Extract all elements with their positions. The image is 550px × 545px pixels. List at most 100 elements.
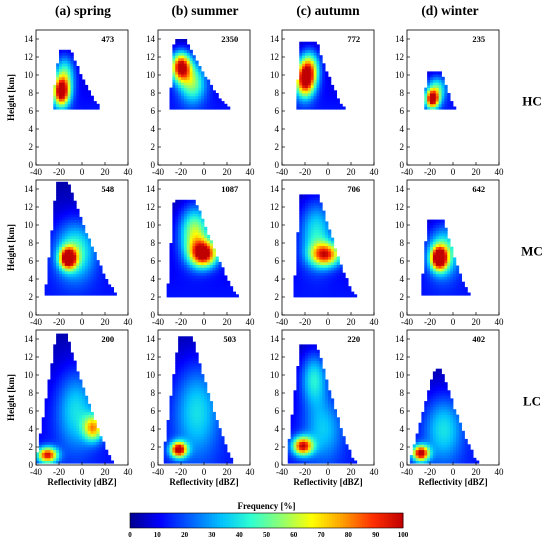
heatmap-cell [195, 433, 199, 437]
heatmap-cell [438, 87, 442, 91]
heatmap-cell [47, 398, 51, 402]
heatmap-cell [201, 98, 205, 102]
heatmap-cell [322, 449, 326, 453]
heatmap-cell [424, 265, 428, 269]
heatmap-cell [64, 219, 69, 223]
heatmap-cell [67, 106, 71, 110]
heatmap-cell [305, 68, 309, 72]
heatmap-cell [336, 291, 340, 295]
heatmap-cell [313, 438, 317, 442]
heatmap-cell [84, 455, 89, 459]
heatmap-cell [183, 259, 188, 263]
heatmap-cell [438, 82, 442, 86]
column-title: (d) winter [421, 3, 478, 18]
heatmap-cell [102, 444, 106, 448]
heatmap-cell [181, 79, 185, 83]
heatmap-cell [70, 406, 74, 410]
heatmap-cell [61, 395, 66, 399]
heatmap-cell [183, 294, 188, 298]
heatmap-cell [322, 294, 326, 298]
heatmap-cell [302, 194, 306, 198]
heatmap-cell [50, 238, 54, 242]
heatmap-cell [296, 106, 300, 110]
heatmap-cell [56, 187, 60, 191]
heatmap-cell [186, 103, 191, 107]
heatmap-cell [189, 422, 193, 426]
heatmap-cell [56, 249, 60, 253]
heatmap-cell [209, 401, 214, 405]
heatmap-cell [102, 276, 106, 280]
heatmap-cell [435, 249, 440, 253]
y-tick-label: 12 [24, 202, 33, 212]
heatmap-cell [302, 202, 306, 206]
heatmap-cell [93, 425, 97, 429]
heatmap-cell [293, 409, 297, 413]
heatmap-cell [59, 349, 63, 353]
heatmap-cell [73, 449, 77, 453]
heatmap-cell [56, 252, 60, 256]
heatmap-cell [316, 452, 320, 456]
heatmap-cell [441, 246, 445, 250]
heatmap-cell [47, 279, 51, 283]
heatmap-cell [305, 280, 309, 284]
heatmap-cell [310, 49, 315, 53]
heatmap-cell [70, 357, 74, 361]
heatmap-cell [41, 422, 46, 426]
heatmap-cell [438, 101, 442, 105]
heatmap-cell [206, 251, 211, 255]
heatmap-cell [313, 430, 317, 434]
heatmap-cell [181, 341, 185, 345]
heatmap-cell [313, 218, 317, 222]
heatmap-cell [178, 218, 182, 222]
heatmap-cell [455, 265, 460, 269]
y-tick-label: 2 [275, 142, 280, 152]
heatmap-cell [70, 243, 74, 247]
heatmap-cell [319, 286, 323, 290]
heatmap-cell [82, 438, 86, 442]
heatmap-cell [178, 366, 182, 370]
heatmap-cell [221, 286, 225, 290]
heatmap-cell [56, 208, 60, 212]
heatmap-cell [201, 248, 205, 252]
heatmap-cell [82, 422, 86, 426]
heatmap-cell [313, 384, 317, 388]
heatmap-cell [82, 292, 86, 296]
heatmap-cell [93, 460, 97, 464]
heatmap-cell [76, 103, 80, 107]
heatmap-cell [296, 251, 300, 255]
heatmap-cell [299, 253, 303, 257]
heatmap-cell [61, 216, 66, 220]
heatmap-cell [82, 411, 86, 415]
heatmap-cell [189, 103, 193, 107]
x-tick-label: -20 [175, 317, 187, 327]
heatmap-cell [70, 376, 74, 380]
heatmap-cell [201, 401, 205, 405]
heatmap-cell [427, 219, 431, 223]
heatmap-cell [313, 234, 317, 238]
heatmap-cell [212, 90, 216, 94]
heatmap-cell [322, 74, 326, 78]
heatmap-cell [293, 455, 297, 459]
heatmap-cell [178, 84, 182, 88]
heatmap-cell [59, 195, 63, 199]
heatmap-cell [178, 283, 182, 287]
heatmap-cell [93, 265, 97, 269]
y-tick-label: 8 [400, 238, 405, 248]
heatmap-cell [319, 82, 323, 86]
heatmap-cell [183, 347, 188, 351]
heatmap-cell [178, 398, 182, 402]
heatmap-cell [175, 401, 179, 405]
heatmap-cell [430, 268, 434, 272]
heatmap-cell [192, 267, 196, 271]
heatmap-cell [70, 395, 74, 399]
heatmap-cell [206, 278, 211, 282]
heatmap-cell [61, 254, 66, 258]
heatmap-cell [99, 441, 103, 445]
heatmap-cell [325, 245, 329, 249]
heatmap-cell [192, 210, 196, 214]
heatmap-cell [175, 101, 179, 105]
heatmap-cell [181, 87, 185, 91]
heatmap-cell [186, 95, 191, 99]
heatmap-cell [56, 344, 60, 348]
heatmap-cell [195, 259, 199, 263]
